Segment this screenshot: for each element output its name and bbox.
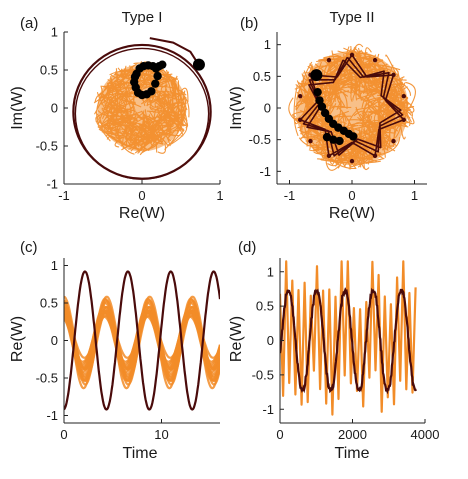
y-tick-label: 0 <box>51 101 58 116</box>
star-vertex-dot <box>401 117 406 123</box>
orange-timeseries <box>64 298 220 376</box>
panel-a-letter: (a) <box>20 15 38 32</box>
y-tick-label: 1 <box>264 37 271 52</box>
trajectory-marker <box>317 102 327 111</box>
trajectory-marker <box>130 72 140 82</box>
panel-a-plot: -1 0 1 1 0.5 0 -0.5 -1 <box>36 25 224 204</box>
data-layer <box>72 37 212 180</box>
y-tick-label: -1 <box>259 164 271 179</box>
x-tick-label: -1 <box>284 188 296 203</box>
star-vertex-dot <box>349 158 355 164</box>
panel-b-xlabel: Re(W) <box>329 205 375 222</box>
current-state-marker <box>310 69 323 82</box>
dark-ring-tail <box>149 37 200 65</box>
panel-d-xlabel: Time <box>335 445 370 462</box>
trajectory-marker <box>335 136 344 146</box>
dark-timeseries <box>280 287 417 395</box>
panel-b-plot: -1 0 1 1 0.5 0 -0.5 -1 <box>249 32 427 203</box>
x-tick-label: 1 <box>216 188 223 203</box>
y-tick-label: 0.5 <box>40 63 58 78</box>
x-tick-label: 2000 <box>338 427 367 442</box>
star-vertex-dot <box>391 72 396 78</box>
star-vertex-dot <box>372 153 378 159</box>
panel-c-plot: 0 10 1 0.5 0 -0.5 -1 <box>36 258 220 442</box>
panel-b: (b) Type II -1 0 1 1 0.5 0 -0.5 -1 Re(W) Im(W) <box>228 9 427 222</box>
star-vertex-dot <box>326 57 332 63</box>
x-tick-label: -1 <box>58 188 70 203</box>
panel-c-letter: (c) <box>20 239 38 256</box>
panel-b-letter: (b) <box>240 15 258 32</box>
y-tick-label: -0.5 <box>252 367 274 382</box>
trajectory-marker <box>153 71 162 81</box>
y-tick-label: 0 <box>51 333 58 348</box>
x-tick-label: 1 <box>411 188 418 203</box>
dark-star-orbit <box>299 54 405 157</box>
trajectory-marker <box>313 87 322 97</box>
orange-density <box>97 64 187 152</box>
data-layer <box>64 270 220 411</box>
y-tick-label: 1 <box>267 264 274 279</box>
trajectory-marker <box>151 79 160 88</box>
y-tick-label: 0 <box>264 101 271 116</box>
trajectory-marker <box>329 135 338 144</box>
y-tick-label: 0.5 <box>253 69 271 84</box>
current-state-marker <box>192 58 205 71</box>
panel-d-letter: (d) <box>238 239 256 256</box>
panel-a: (a) Type I -1 0 1 1 0.5 0 -0.5 -1 Re(W) Im(W) <box>9 9 224 222</box>
panel-a-ylabel: Im(W) <box>9 86 26 130</box>
panel-c-ylabel: Re(W) <box>9 316 26 362</box>
data-layer <box>280 260 417 416</box>
panel-c-xlabel: Time <box>123 445 158 462</box>
y-tick-label: 0 <box>267 333 274 348</box>
panel-a-title: Type I <box>122 9 163 26</box>
y-tick-label: 1 <box>51 25 58 40</box>
y-tick-label: 0.5 <box>256 299 274 314</box>
y-tick-label: -0.5 <box>249 132 271 147</box>
x-tick-label: 0 <box>348 188 355 203</box>
x-tick-label: 0 <box>276 427 283 442</box>
panel-d-plot: 0 2000 4000 1 0.5 0 -0.5 -1 <box>252 258 440 442</box>
panel-d-ylabel: Re(W) <box>228 316 245 362</box>
y-tick-label: -1 <box>46 408 58 423</box>
y-tick-label: 0.5 <box>40 296 58 311</box>
panel-d: (d) 0 2000 4000 1 0.5 0 -0.5 -1 Time Re(W) <box>228 239 439 462</box>
panel-b-ylabel: Im(W) <box>228 86 245 130</box>
y-tick-label: -1 <box>46 177 58 192</box>
star-vertex-dot <box>308 138 313 144</box>
y-tick-label: -0.5 <box>36 139 58 154</box>
panel-b-title: Type II <box>329 9 374 26</box>
orange-timeseries <box>280 260 417 416</box>
dark-timeseries <box>64 270 220 411</box>
x-tick-label: 0 <box>138 188 145 203</box>
x-tick-label: 10 <box>154 427 168 442</box>
panel-c: (c) 0 10 1 0.5 0 -0.5 -1 Time Re(W) <box>9 239 220 462</box>
panel-a-xlabel: Re(W) <box>119 205 165 222</box>
y-tick-label: 1 <box>51 258 58 273</box>
trajectory-marker <box>349 132 358 141</box>
star-vertex-dot <box>401 93 406 99</box>
y-tick-label: -1 <box>262 402 274 417</box>
star-vertex-dot <box>349 52 355 58</box>
x-tick-label: 4000 <box>411 427 440 442</box>
trajectory-marker <box>158 60 167 69</box>
star-vertex-dot <box>298 93 303 99</box>
trajectory-marker <box>315 96 324 105</box>
star-vertex-dot <box>298 117 303 123</box>
dark-ring-inner <box>74 47 210 180</box>
x-tick-label: 0 <box>60 427 67 442</box>
star-vertex-dot <box>326 153 332 159</box>
y-tick-label: -0.5 <box>36 371 58 386</box>
star-vertex-dot <box>391 138 396 144</box>
data-layer <box>288 43 416 171</box>
star-vertex-dot <box>372 57 378 63</box>
